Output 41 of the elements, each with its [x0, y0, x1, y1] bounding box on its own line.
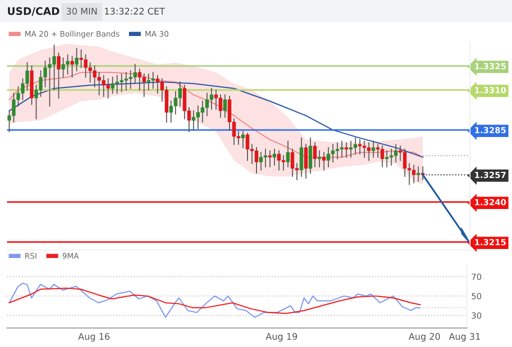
candlestick — [70, 56, 74, 78]
y-tick-label: 1.3240 — [475, 198, 506, 206]
candlestick — [376, 144, 380, 158]
candlestick — [318, 150, 322, 168]
candlestick — [313, 142, 317, 168]
y-tick-label: 1.3285 — [475, 126, 506, 134]
candlestick — [385, 150, 389, 168]
candlestick — [304, 144, 308, 178]
y-tick-label: 30 — [472, 312, 482, 319]
candlestick — [241, 131, 245, 148]
line-series — [8, 282, 421, 318]
candlestick — [372, 140, 376, 158]
candlestick — [12, 92, 16, 122]
candlestick — [416, 166, 420, 182]
y-tick-label: 50 — [472, 292, 482, 300]
chart-title: USD/CAD — [8, 7, 60, 16]
candlestick — [300, 138, 304, 177]
candlestick — [272, 148, 276, 166]
y-tick-label: 1.3325 — [475, 62, 506, 70]
candlestick — [344, 142, 348, 158]
candlestick — [25, 62, 30, 90]
candlestick — [286, 140, 290, 168]
y-tick-label: 1.3215 — [475, 238, 506, 246]
candlestick — [308, 138, 312, 174]
line-series — [8, 288, 421, 314]
y-tick-label: 1.3310 — [475, 86, 506, 94]
text: 13:32:22 CET — [104, 8, 165, 15]
candlestick — [74, 48, 78, 72]
candlestick — [268, 150, 272, 168]
x-tick-label: Aug 16 — [78, 333, 110, 342]
candlestick — [322, 152, 326, 170]
candlestick — [66, 54, 70, 74]
chart-subtitle: 30 MIN — [66, 8, 97, 15]
candlestick — [56, 52, 60, 98]
x-tick-label: Aug 20 — [408, 333, 440, 342]
y-tick-label: 1.3257 — [475, 172, 506, 178]
candlestick — [223, 94, 227, 118]
x-tick-label: Aug 31 — [448, 333, 480, 342]
y-tick-label: 70 — [472, 274, 482, 280]
candlestick — [52, 44, 56, 90]
x-tick-label: Aug 19 — [266, 333, 298, 342]
